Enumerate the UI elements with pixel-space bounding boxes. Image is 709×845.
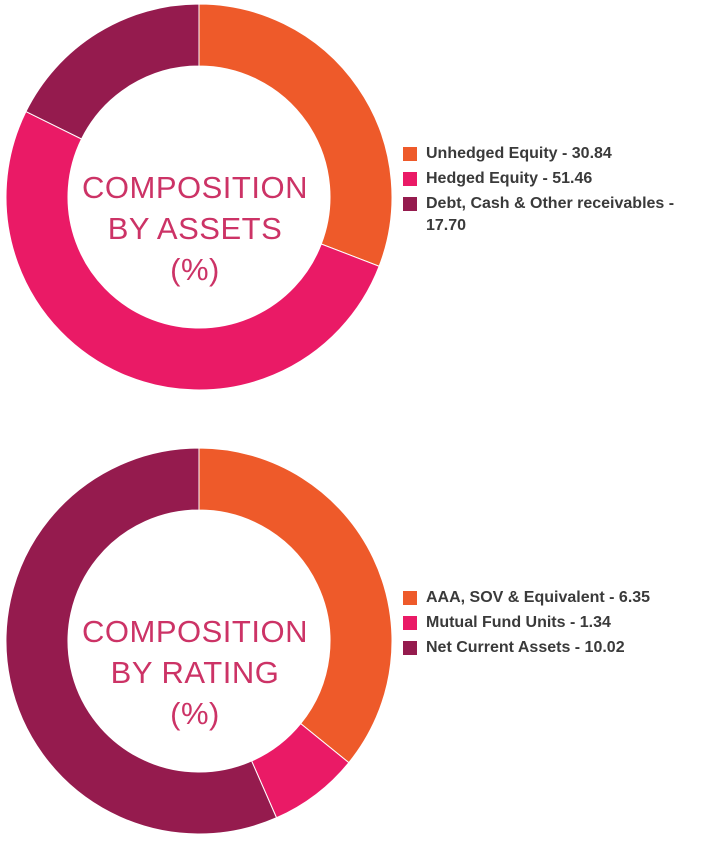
donut-slice-1	[5, 110, 380, 391]
legend-swatch	[403, 197, 417, 211]
title-line: COMPOSITION	[82, 170, 308, 205]
assets-legend: Unhedged Equity - 30.84 Hedged Equity - …	[403, 143, 703, 240]
legend-item: Net Current Assets - 10.02	[403, 637, 653, 659]
legend-label: Unhedged Equity - 30.84	[426, 145, 612, 162]
legend-label: Net Current Assets - 10.02	[426, 639, 625, 656]
legend-item: Mutual Fund Units - 1.34	[403, 612, 653, 634]
rating-donut	[5, 447, 393, 835]
assets-center-title: COMPOSITION BY ASSETS (%)	[65, 167, 325, 290]
title-line: BY ASSETS	[107, 211, 283, 246]
title-line: (%)	[170, 252, 220, 287]
donut-slice-2	[5, 447, 278, 835]
legend-label: Mutual Fund Units - 1.34	[426, 614, 611, 631]
title-line: COMPOSITION	[82, 614, 308, 649]
assets-donut	[5, 3, 393, 391]
legend-item: Debt, Cash & Other receivables - 17.70	[403, 193, 703, 237]
rating-chart: COMPOSITION BY RATING (%) AAA, SOV & Equ…	[0, 423, 709, 845]
legend-item: Unhedged Equity - 30.84	[403, 143, 703, 165]
legend-label: Debt, Cash & Other receivables - 17.70	[426, 195, 675, 234]
rating-center-title: COMPOSITION BY RATING (%)	[65, 611, 325, 734]
legend-swatch	[403, 616, 417, 630]
legend-swatch	[403, 641, 417, 655]
legend-swatch	[403, 172, 417, 186]
assets-chart: COMPOSITION BY ASSETS (%) Unhedged Equit…	[0, 0, 709, 422]
donut-slice-2	[25, 3, 200, 140]
donut-slice-0	[198, 447, 393, 764]
legend-item: AAA, SOV & Equivalent - 6.35	[403, 587, 653, 609]
donut-slice-0	[198, 3, 393, 267]
legend-item: Hedged Equity - 51.46	[403, 168, 703, 190]
legend-swatch	[403, 591, 417, 605]
title-line: BY RATING	[110, 655, 280, 690]
title-line: (%)	[170, 696, 220, 731]
legend-label: AAA, SOV & Equivalent - 6.35	[426, 589, 651, 606]
rating-legend: AAA, SOV & Equivalent - 6.35 Mutual Fund…	[403, 587, 653, 662]
legend-label: Hedged Equity - 51.46	[426, 170, 593, 187]
legend-swatch	[403, 147, 417, 161]
